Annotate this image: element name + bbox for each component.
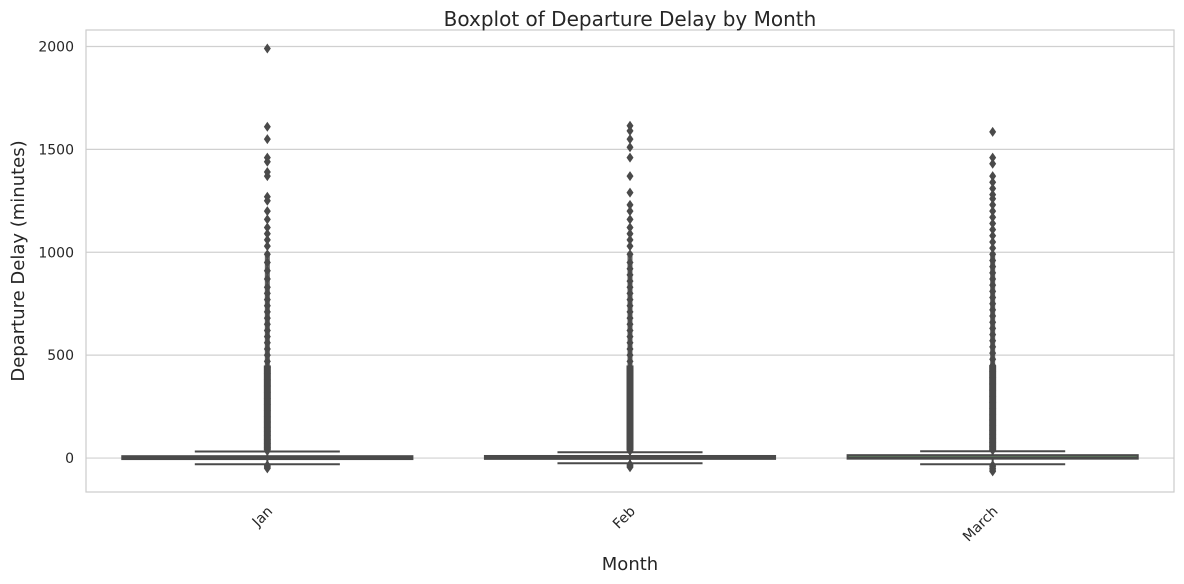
outlier-point: [626, 228, 634, 239]
outlier-point: [626, 142, 634, 153]
outlier-point: [989, 171, 997, 182]
outlier-point: [263, 206, 271, 217]
outlier-point: [989, 212, 997, 223]
outlier-point: [263, 43, 271, 54]
outlier-point: [263, 463, 271, 474]
outlier-point: [989, 224, 997, 235]
x-tick-label-jan: Jan: [249, 504, 276, 531]
outlier-point: [263, 222, 271, 233]
outlier-point: [626, 134, 634, 145]
y-axis-title: Departure Delay (minutes): [8, 140, 29, 381]
outlier-point: [989, 158, 997, 169]
outlier-point: [263, 228, 271, 239]
outlier-point: [626, 222, 634, 233]
x-tick-label-feb: Feb: [610, 503, 639, 532]
outlier-point: [626, 241, 634, 252]
outlier-point: [989, 189, 997, 200]
outlier-point: [626, 199, 634, 210]
outlier-point: [989, 183, 997, 194]
box-group-march: [846, 126, 1139, 477]
outlier-point: [626, 120, 634, 131]
x-tick-label-march: March: [960, 504, 1001, 545]
outlier-point: [989, 126, 997, 137]
boxes-layer: [121, 43, 1139, 477]
outlier-point: [989, 230, 997, 241]
outlier-point: [989, 236, 997, 247]
outlier-point: [989, 152, 997, 163]
outlier-point: [989, 206, 997, 217]
outlier-point: [263, 152, 271, 163]
outlier-point: [263, 234, 271, 245]
outlier-point: [263, 121, 271, 132]
outlier-point: [263, 191, 271, 202]
outlier-point: [989, 218, 997, 229]
y-tick-label-1000: 1000: [38, 245, 74, 261]
outlier-point: [989, 243, 997, 254]
outlier-point: [263, 214, 271, 225]
y-tick-label-1500: 1500: [38, 142, 74, 158]
outlier-point: [263, 166, 271, 177]
outlier-mid-band: [990, 252, 996, 366]
chart-title: Boxplot of Departure Delay by Month: [444, 7, 817, 31]
y-tick-label-0: 0: [65, 451, 74, 467]
box-group-feb: [483, 120, 777, 473]
plot-frame: [85, 29, 1175, 493]
outlier-point: [626, 152, 634, 163]
outlier-mid-band: [627, 252, 633, 366]
outlier-point: [626, 214, 634, 225]
outlier-point: [626, 125, 634, 136]
outlier-point: [263, 134, 271, 145]
y-tick-labels: 0 500 1000 1500 2000: [38, 39, 74, 467]
outlier-mid-band: [264, 252, 270, 366]
y-tick-label-2000: 2000: [38, 39, 74, 55]
outlier-point: [626, 206, 634, 217]
x-tick-labels: Jan Feb March: [249, 503, 1002, 545]
x-axis-title: Month: [602, 554, 658, 575]
outlier-point: [626, 462, 634, 473]
outlier-point: [263, 241, 271, 252]
outlier-dense-band: [626, 365, 634, 451]
y-tick-label-500: 500: [47, 348, 74, 364]
box-group-jan: [121, 43, 414, 474]
outlier-point: [626, 187, 634, 198]
outlier-dense-band: [989, 365, 997, 451]
outlier-point: [626, 234, 634, 245]
outlier-point: [989, 177, 997, 188]
outlier-point: [989, 466, 997, 477]
outlier-dense-band: [263, 365, 271, 451]
outlier-point: [626, 171, 634, 182]
outlier-point: [989, 199, 997, 210]
